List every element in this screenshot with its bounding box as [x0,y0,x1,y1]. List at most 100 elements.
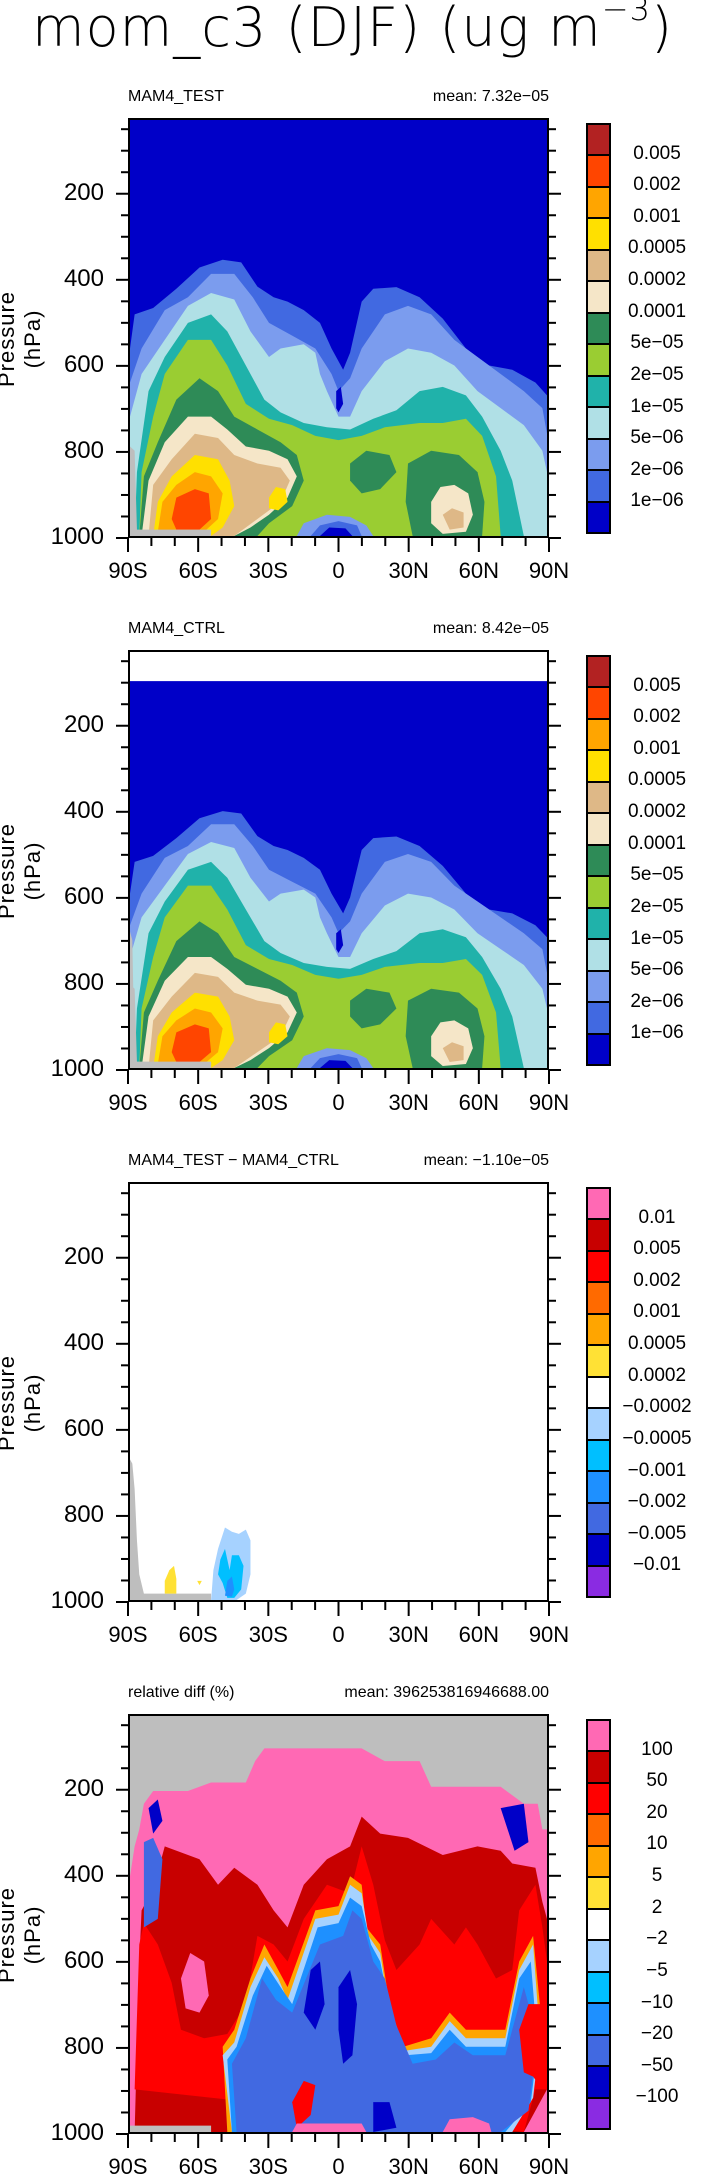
x-tick-label: 30S [248,558,288,583]
x-tick-label: 90N [528,1622,570,1647]
colorbar-swatch [588,1283,609,1315]
y-tick-label: 200 [63,1242,104,1270]
colorbar-label: 100 [641,1738,673,1760]
colorbar-swatch [588,1878,609,1910]
colorbar-label: 0.0001 [627,832,687,854]
colorbar-label: −0.005 [627,1522,687,1544]
colorbar-label: 0.0005 [627,769,687,791]
x-tick-label: 60S [178,2154,218,2179]
colorbar [586,1187,611,1598]
colorbar-swatch [588,1314,609,1347]
colorbar-label: −20 [640,2023,674,2045]
y-tick-label: 600 [63,350,104,378]
x-tick-label: 30N [388,558,429,583]
colorbar-label: 0.005 [633,142,681,164]
colorbar-swatch [588,1346,609,1378]
title-close: ) [650,0,674,59]
colorbar-swatch [588,345,609,377]
colorbar-label: 1e−05 [630,395,684,417]
contour-field [130,1184,547,1600]
panel-relative-diff: relative diff (%) mean: 396253816946688.… [0,1684,703,2184]
colorbar-label: 10 [646,1833,668,1855]
y-axis-title: Pressure (hPa) [0,1354,45,1452]
colorbar-label: 0.001 [633,205,681,227]
panel-mean: mean: 396253816946688.00 [344,1684,549,1701]
colorbar-swatch [588,187,609,220]
colorbar-swatch [588,125,609,157]
colorbar-swatch [588,719,609,752]
colorbar-label: −10 [640,1991,674,2013]
panel-mean: mean: −1.10e−05 [423,1152,549,1169]
y-tick-label: 200 [63,1774,104,1802]
colorbar-label: 0.001 [633,737,681,759]
colorbar-label: 0.002 [633,706,681,728]
x-tick-label: 60S [178,1090,218,1115]
colorbar-label: −50 [640,2054,674,2076]
x-tick-label: 30N [388,1622,429,1647]
colorbar-label: 20 [646,1801,668,1823]
colorbar-swatch [588,282,609,314]
y-tick-label: 400 [63,1328,104,1356]
colorbar-swatch [588,1909,609,1942]
colorbar-swatch [588,1472,609,1504]
colorbar-swatch [588,2004,609,2036]
colorbar-swatch [588,376,609,409]
x-tick-label: 30S [248,1090,288,1115]
colorbar-label: −0.0005 [622,1427,692,1449]
y-tick-label: 1000 [50,523,104,550]
x-tick-label: 60N [458,558,499,583]
colorbar-swatch [588,219,609,251]
x-tick-label: 90N [528,558,570,583]
colorbar-swatch [588,471,609,503]
colorbar-swatch [588,1189,609,1221]
colorbar-label: 1e−06 [630,490,684,512]
y-axis-title: Pressure (hPa) [0,822,45,920]
colorbar-label: 0.0005 [627,237,687,259]
colorbar-swatch [588,1251,609,1284]
colorbar-swatch [588,782,609,815]
colorbar-label: 0.005 [633,674,681,696]
y-tick-label: 1000 [50,2119,104,2146]
colorbar-label: 50 [646,1770,668,1792]
title-superscript: −3 [601,0,651,28]
colorbar-label: −5 [646,1959,668,1981]
x-tick-label: 60N [458,1622,499,1647]
title-main: mom_c3 (DJF) (ug m [32,0,602,59]
y-tick-label: 800 [63,436,104,464]
colorbar-swatch [588,908,609,941]
contour-plot [128,1714,549,2134]
x-tick-label: 30N [388,1090,429,1115]
colorbar [586,123,611,534]
contour-plot [128,1182,549,1602]
colorbar-swatch [588,313,609,346]
x-tick-label: 90S [108,1622,148,1647]
y-tick-label: 200 [63,178,104,206]
colorbar-swatch [588,1440,609,1473]
colorbar-label: 0.0002 [627,1364,687,1386]
y-tick-label: 400 [63,796,104,824]
y-tick-label: 1000 [50,1055,104,1082]
colorbar-swatch [588,1941,609,1973]
colorbar-swatch [588,1503,609,1536]
colorbar-swatch [588,877,609,909]
panel-label: relative diff (%) [128,1684,235,1701]
colorbar-swatch [588,1003,609,1035]
colorbar-swatch [588,250,609,283]
colorbar-swatch [588,814,609,846]
contour-field [130,120,547,536]
colorbar-label: 2e−05 [630,363,684,385]
panel-label: MAM4_TEST − MAM4_CTRL [128,1152,339,1169]
x-tick-label: 90S [108,1090,148,1115]
colorbar-label: 0.0002 [627,269,687,291]
x-tick-label: 30N [388,2154,429,2179]
y-tick-label: 600 [63,1946,104,1974]
x-tick-label: 60N [458,1090,499,1115]
x-tick-label: 60S [178,558,218,583]
colorbar-swatch [588,751,609,783]
panel-label: MAM4_CTRL [128,620,225,637]
colorbar-swatch [588,1409,609,1441]
colorbar-label: 5e−06 [630,427,684,449]
colorbar-swatch [588,502,609,533]
colorbar-label: −2 [646,1928,668,1950]
y-axis-title: Pressure (hPa) [0,1886,45,1984]
